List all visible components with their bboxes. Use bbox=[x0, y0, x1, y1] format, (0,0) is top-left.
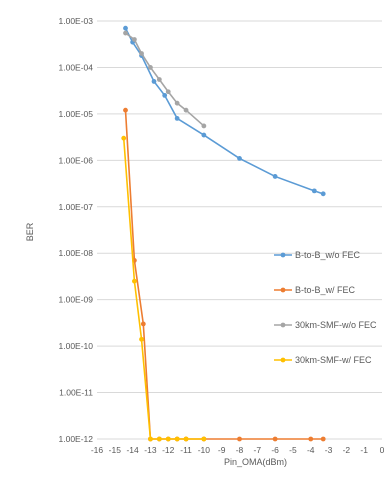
data-point bbox=[156, 436, 162, 442]
series-3 bbox=[121, 135, 207, 442]
data-point bbox=[183, 107, 189, 113]
data-point bbox=[201, 132, 207, 138]
legend-swatch-marker bbox=[280, 322, 286, 328]
legend-swatch-marker bbox=[280, 357, 286, 363]
y-tick-label: 1.00E-09 bbox=[59, 295, 94, 305]
x-tick-label: -13 bbox=[144, 445, 157, 455]
x-tick-label: -1 bbox=[360, 445, 368, 455]
data-point bbox=[311, 188, 317, 194]
data-point bbox=[121, 135, 127, 141]
legend-label: 30km-SMF-w/o FEC bbox=[295, 320, 377, 330]
data-point bbox=[320, 436, 326, 442]
legend-label: B-to-B_w/o FEC bbox=[295, 250, 361, 260]
legend-swatch-marker bbox=[280, 287, 286, 293]
grid bbox=[97, 20, 382, 440]
legend: B-to-B_w/o FEC B-to-B_w/ FEC 30km-SMF-w/o … bbox=[274, 250, 377, 365]
x-tick-label: -8 bbox=[236, 445, 244, 455]
legend-label: B-to-B_w/ FEC bbox=[295, 285, 356, 295]
data-point bbox=[201, 123, 207, 129]
y-tick-label: 1.00E-11 bbox=[59, 388, 93, 398]
x-tick-label: -14 bbox=[126, 445, 139, 455]
y-tick-label: 1.00E-10 bbox=[59, 341, 94, 351]
x-tick-label: -15 bbox=[109, 445, 122, 455]
x-tick-label: -5 bbox=[289, 445, 297, 455]
data-point bbox=[308, 436, 314, 442]
data-point bbox=[148, 436, 153, 442]
data-point bbox=[237, 156, 242, 161]
series-line bbox=[124, 27, 324, 195]
x-tick-labels: -16 -15 -14 -13 -12 -11 -10 -9 -8 -7 -6 -5 -4 -3 -2 -1 0 bbox=[91, 445, 385, 455]
y-axis-title: BER bbox=[25, 222, 35, 241]
legend-swatch-marker bbox=[280, 252, 286, 258]
series-lines bbox=[121, 25, 326, 442]
x-tick-label: 0 bbox=[380, 445, 385, 455]
y-tick-label: 1.00E-12 bbox=[59, 434, 94, 444]
data-point bbox=[183, 436, 189, 442]
x-tick-label: -10 bbox=[198, 445, 211, 455]
data-point bbox=[140, 321, 146, 327]
y-tick-label: 1.00E-08 bbox=[59, 248, 94, 258]
data-point bbox=[139, 51, 144, 56]
data-point bbox=[165, 89, 171, 95]
data-point bbox=[272, 436, 278, 442]
series-line bbox=[122, 138, 204, 440]
y-tick-label: 1.00E-06 bbox=[59, 155, 94, 165]
data-point bbox=[162, 93, 168, 98]
y-tick-labels: 1.00E-03 1.00E-04 1.00E-05 1.00E-06 1.00E-07… bbox=[59, 16, 94, 444]
x-tick-label: -11 bbox=[180, 445, 192, 455]
x-tick-label: -2 bbox=[343, 445, 351, 455]
series-line bbox=[125, 32, 205, 127]
data-point bbox=[151, 79, 157, 84]
data-point bbox=[174, 436, 180, 442]
legend-item: B-to-B_w/ FEC bbox=[274, 285, 356, 295]
x-tick-label: -12 bbox=[162, 445, 175, 455]
legend-label: 30km-SMF-w/ FEC bbox=[295, 355, 372, 365]
data-point bbox=[272, 174, 278, 179]
series-2 bbox=[123, 30, 207, 129]
data-point bbox=[174, 100, 180, 106]
series-0 bbox=[123, 25, 326, 197]
y-tick-label: 1.00E-05 bbox=[59, 109, 94, 119]
data-point bbox=[201, 436, 207, 442]
data-point bbox=[174, 115, 180, 121]
data-point bbox=[237, 436, 242, 442]
y-tick-label: 1.00E-04 bbox=[59, 62, 94, 72]
x-axis-title: Pin_OMA(dBm) bbox=[224, 457, 287, 467]
data-point bbox=[123, 30, 128, 36]
data-point bbox=[139, 336, 144, 342]
series-1 bbox=[123, 107, 326, 442]
y-tick-label: 1.00E-03 bbox=[59, 16, 94, 26]
x-tick-label: -7 bbox=[254, 445, 262, 455]
x-tick-label: -3 bbox=[325, 445, 333, 455]
x-tick-label: -9 bbox=[218, 445, 226, 455]
legend-item: 30km-SMF-w/o FEC bbox=[274, 320, 377, 330]
series-line bbox=[124, 110, 324, 440]
data-point bbox=[123, 107, 128, 113]
data-point bbox=[132, 278, 137, 284]
data-point bbox=[148, 65, 153, 70]
data-point bbox=[123, 25, 128, 31]
x-tick-label: -16 bbox=[91, 445, 104, 455]
data-point bbox=[156, 77, 162, 82]
x-tick-label: -4 bbox=[307, 445, 315, 455]
data-point bbox=[165, 436, 171, 442]
legend-item: B-to-B_w/o FEC bbox=[274, 250, 361, 260]
legend-item: 30km-SMF-w/ FEC bbox=[274, 355, 372, 365]
y-tick-label: 1.00E-07 bbox=[59, 202, 94, 212]
x-tick-label: -6 bbox=[271, 445, 279, 455]
data-point bbox=[320, 191, 326, 197]
data-point bbox=[132, 37, 137, 42]
